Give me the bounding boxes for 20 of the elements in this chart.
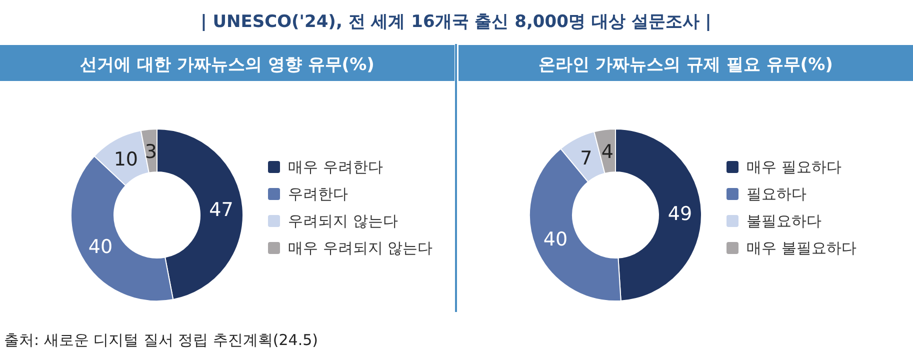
legend-label: 필요하다 (746, 185, 806, 203)
data-label: 40 (543, 228, 568, 251)
data-label: 49 (668, 202, 692, 225)
source-note: 출처: 새로운 디지털 질서 정립 추진계획(24.5) (4, 331, 318, 349)
legend-label: 매우 불필요하다 (746, 239, 856, 257)
legend-label: 매우 우려한다 (288, 158, 383, 176)
chart-title: 선거에 대한 가짜뉴스의 영향 유무(%) (80, 55, 374, 75)
legend-label: 매우 우려되지 않는다 (288, 239, 433, 257)
legend-label: 불필요하다 (746, 212, 822, 230)
data-label: 7 (580, 148, 592, 170)
text: | UNESCO('24), 전 세계 16개국 출신 8,000명 대상 설문조사 | (200, 12, 712, 32)
data-label: 47 (209, 198, 234, 221)
data-label: 4 (601, 141, 614, 164)
data-label: 3 (144, 140, 157, 163)
legend-label: 우려되지 않는다 (288, 212, 398, 230)
chart-title: 온라인 가짜뉴스의 규제 필요 유무(%) (538, 55, 833, 75)
data-label: 10 (114, 148, 138, 170)
legend-label: 매우 필요하다 (746, 158, 842, 176)
legend-label: 우려한다 (288, 185, 348, 203)
data-label: 40 (88, 236, 113, 258)
